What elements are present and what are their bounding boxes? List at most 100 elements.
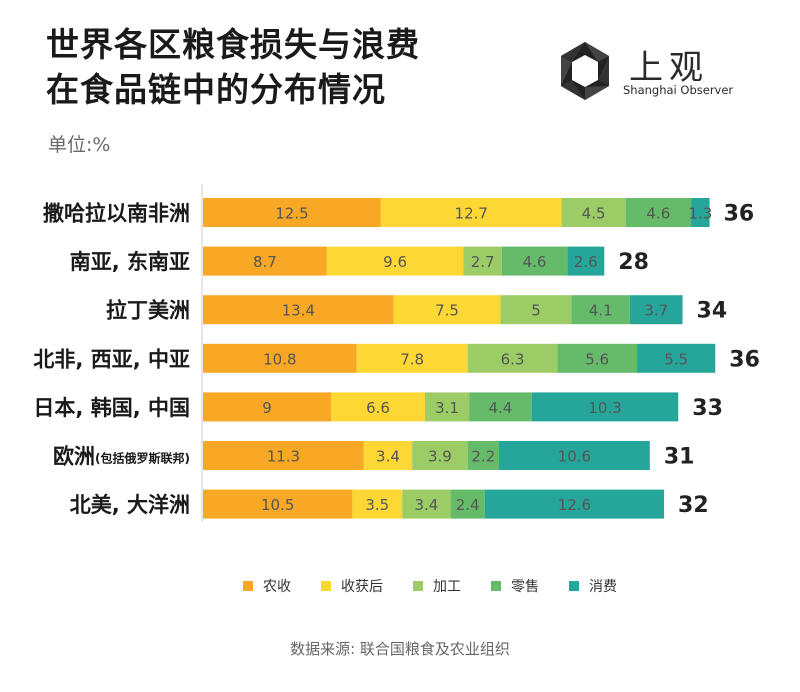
bar-value-label: 4.6 bbox=[523, 253, 547, 271]
bar-segment-收获后 bbox=[326, 246, 464, 276]
bar-value-label: 5.5 bbox=[664, 350, 688, 368]
bar-value-label: 2.6 bbox=[574, 253, 598, 271]
category-label-text: 日本, 韩国, 中国 bbox=[33, 396, 190, 420]
bar-value-label: 12.7 bbox=[455, 205, 488, 223]
category-label: 日本, 韩国, 中国 bbox=[33, 396, 190, 420]
legend-label: 零售 bbox=[511, 579, 539, 595]
bar-value-label: 8.7 bbox=[253, 253, 277, 271]
bar-value-label: 1.3 bbox=[688, 205, 712, 223]
bar-segment-收获后 bbox=[393, 295, 501, 325]
legend-label: 农收 bbox=[263, 579, 291, 595]
shanghai-observer-logo: 上观 Shanghai Observer bbox=[553, 38, 743, 106]
bar-segment-加工 bbox=[463, 246, 502, 276]
bar-value-label: 10.5 bbox=[261, 496, 294, 514]
category-label-text: 拉丁美洲 bbox=[106, 299, 190, 323]
bar-total-label: 36 bbox=[729, 347, 760, 372]
logo-chinese: 上观 bbox=[629, 48, 709, 88]
bar-value-label: 5 bbox=[531, 302, 541, 320]
bar-segment-农收 bbox=[203, 246, 327, 276]
bar-value-label: 2.2 bbox=[471, 448, 495, 466]
bar-segment-零售 bbox=[501, 246, 568, 276]
bar-value-label: 12.6 bbox=[558, 496, 591, 514]
legend-label: 加工 bbox=[433, 579, 461, 595]
bar-value-label: 9.6 bbox=[383, 253, 407, 271]
legend-swatch bbox=[243, 581, 253, 591]
bar-segment-加工 bbox=[412, 441, 468, 470]
bar-value-label: 4.5 bbox=[582, 205, 606, 223]
legend-item: 加工 bbox=[413, 576, 461, 596]
category-label-text: 北美, 大洋洲 bbox=[70, 493, 190, 517]
bar-segment-加工 bbox=[424, 392, 470, 422]
bar-value-label: 5.6 bbox=[585, 350, 609, 368]
stacked-bar-chart: 撒哈拉以南非洲 12.5 12.7 4.5 4.6 1.3 36 南亚, 东南亚 8.7 9.6 2… bbox=[33, 184, 760, 522]
legend-item: 消费 bbox=[569, 576, 617, 596]
bar-segment-收获后 bbox=[356, 343, 468, 373]
legend-item: 收获后 bbox=[321, 576, 383, 596]
category-label: 北非, 西亚, 中亚 bbox=[33, 347, 190, 371]
bar-value-label: 4.1 bbox=[589, 302, 613, 320]
bar-value-label: 3.4 bbox=[376, 448, 400, 466]
bar-value-label: 2.4 bbox=[456, 496, 480, 514]
bar-value-label: 6.6 bbox=[366, 399, 390, 417]
category-label-text: 北非, 西亚, 中亚 bbox=[33, 347, 190, 371]
category-label: 南亚, 东南亚 bbox=[70, 250, 190, 274]
bar-segment-消费 bbox=[691, 198, 710, 227]
legend-swatch bbox=[491, 581, 501, 591]
chart-legend: 农收 收获后 加工 零售 消费 bbox=[243, 576, 647, 596]
logo-english: Shanghai Observer bbox=[623, 83, 734, 97]
bar-value-label: 10.8 bbox=[263, 350, 296, 368]
aperture-icon bbox=[561, 42, 609, 100]
chart-title: 世界各区粮食损失与浪费 在食品链中的分布情况 bbox=[46, 22, 420, 112]
bar-value-label: 4.4 bbox=[488, 399, 512, 417]
bar-value-label: 9 bbox=[262, 399, 272, 417]
bar-segment-农收 bbox=[203, 295, 394, 325]
bar-segment-消费 bbox=[484, 489, 665, 519]
chart-title-line2: 在食品链中的分布情况 bbox=[46, 70, 386, 109]
bar-segment-消费 bbox=[637, 343, 716, 373]
bar-total-label: 32 bbox=[678, 493, 709, 518]
bar-segment-消费 bbox=[498, 441, 650, 470]
data-source: 数据来源: 联合国粮食及农业组织 bbox=[290, 640, 510, 658]
bar-segment-加工 bbox=[467, 343, 558, 373]
category-label-text: 撒哈拉以南非洲 bbox=[43, 202, 190, 226]
bar-value-label: 3.7 bbox=[644, 302, 668, 320]
bar-segment-零售 bbox=[557, 343, 638, 373]
bar-segment-农收 bbox=[203, 343, 357, 373]
legend-label: 消费 bbox=[589, 579, 617, 595]
bar-segment-消费 bbox=[629, 295, 683, 325]
category-label: 北美, 大洋洲 bbox=[70, 493, 190, 517]
legend-swatch bbox=[413, 581, 423, 591]
bar-value-label: 11.3 bbox=[267, 448, 300, 466]
bar-segment-加工 bbox=[500, 295, 572, 325]
category-label-text: 欧洲 bbox=[53, 445, 95, 469]
bar-segment-零售 bbox=[469, 392, 532, 422]
bar-segment-加工 bbox=[561, 198, 626, 227]
bar-total-label: 36 bbox=[724, 202, 755, 227]
bar-segment-零售 bbox=[625, 198, 692, 227]
bar-value-label: 12.5 bbox=[275, 205, 308, 223]
bar-value-label: 7.5 bbox=[435, 302, 459, 320]
bar-segment-加工 bbox=[402, 489, 451, 519]
bar-segment-零售 bbox=[571, 295, 630, 325]
bar-segment-农收 bbox=[203, 441, 364, 470]
bar-segment-收获后 bbox=[352, 489, 403, 519]
bar-value-label: 4.6 bbox=[646, 205, 670, 223]
chart-title-line1: 世界各区粮食损失与浪费 bbox=[46, 25, 420, 64]
category-label-text: 南亚, 东南亚 bbox=[70, 250, 190, 274]
bar-value-label: 3.9 bbox=[428, 448, 452, 466]
legend-swatch bbox=[321, 581, 331, 591]
category-label: 撒哈拉以南非洲 bbox=[43, 202, 190, 226]
bar-segment-消费 bbox=[567, 246, 605, 276]
bar-segment-农收 bbox=[203, 198, 381, 227]
bar-value-label: 6.3 bbox=[501, 350, 525, 368]
bar-value-label: 2.7 bbox=[471, 253, 495, 271]
legend-item: 零售 bbox=[491, 576, 539, 596]
bar-segment-零售 bbox=[450, 489, 485, 519]
bar-total-label: 28 bbox=[618, 250, 649, 275]
category-label: 拉丁美洲 bbox=[106, 299, 190, 323]
bar-segment-收获后 bbox=[363, 441, 413, 470]
legend-item: 农收 bbox=[243, 576, 291, 596]
bar-segment-收获后 bbox=[331, 392, 425, 422]
category-label-note: (包括俄罗斯联邦) bbox=[95, 451, 190, 466]
unit-label: 单位:% bbox=[48, 134, 111, 156]
